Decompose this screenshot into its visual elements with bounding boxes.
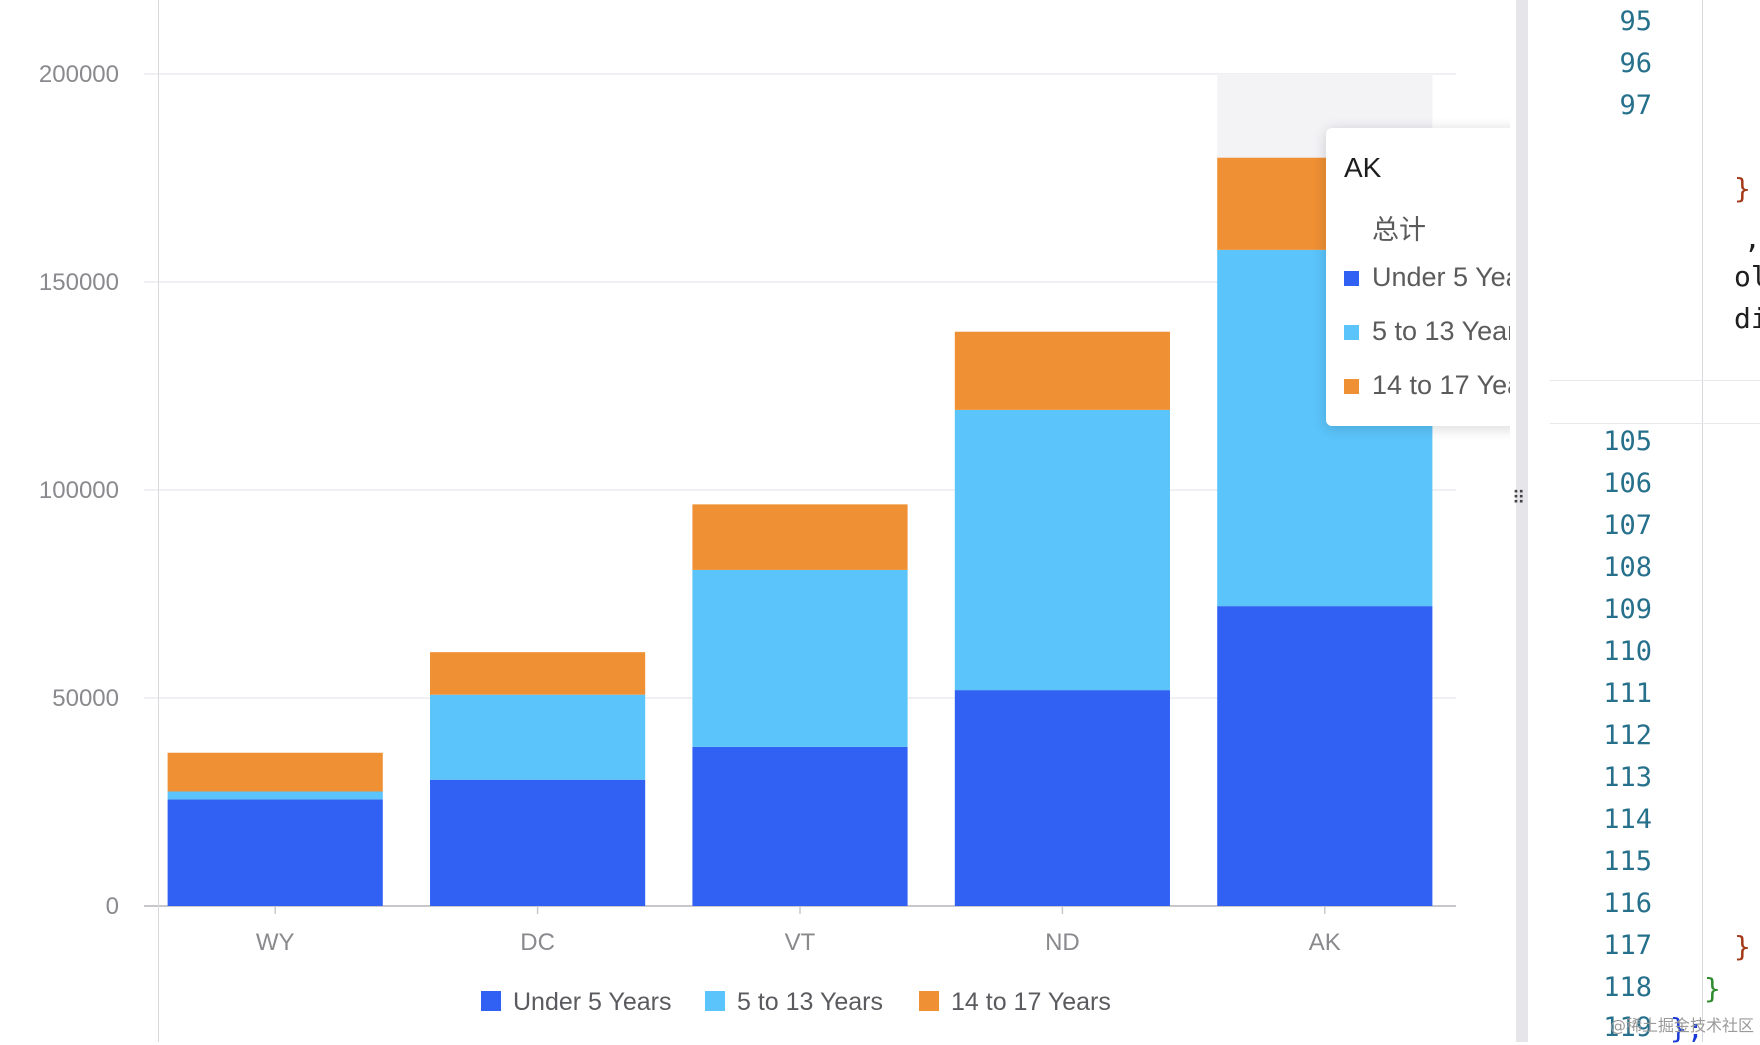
line-number: 106: [1603, 468, 1652, 499]
y-tick-label: 150000: [39, 269, 119, 296]
legend-swatch: [481, 991, 501, 1011]
x-tick-label: VT: [785, 929, 816, 956]
line-number: 108: [1603, 552, 1652, 583]
legend-swatch: [705, 991, 725, 1011]
bar-segment: [692, 569, 908, 747]
bar-segment: [430, 652, 646, 695]
line-number: 109: [1603, 594, 1652, 625]
panel-divider[interactable]: [1516, 0, 1528, 1042]
x-tick-label: WY: [256, 929, 295, 956]
line-number: 107: [1603, 510, 1652, 541]
tooltip-series-name: 5 to 13 Years: [1372, 316, 1530, 346]
code-brace: }: [1734, 930, 1751, 963]
bar-segment: [692, 504, 908, 570]
code-fragment: ol: [1734, 260, 1760, 293]
legend-label: Under 5 Years: [513, 988, 671, 1016]
line-number: 97: [1619, 90, 1652, 121]
line-number: 105: [1603, 426, 1652, 457]
code-editor-panel: ⠿ 95 96 97 105 106 107 108 109 110 111 1…: [158, 0, 1760, 1045]
code-brace: };: [1670, 1012, 1704, 1045]
bar-segment: [430, 694, 646, 780]
x-tick-label: ND: [1045, 929, 1080, 956]
tooltip-swatch: [1344, 325, 1359, 340]
legend-label: 5 to 13 Years: [737, 988, 883, 1016]
code-fragment: ,: [1744, 222, 1760, 255]
bar-segment: [167, 752, 383, 792]
legend-label: 14 to 17 Years: [951, 988, 1111, 1016]
line-number: 118: [1603, 972, 1652, 1003]
x-tick-label: DC: [520, 929, 555, 956]
line-number: 115: [1603, 846, 1652, 877]
line-number: 95: [1619, 6, 1652, 37]
current-line-highlight: [1550, 380, 1760, 424]
legend-swatch: [919, 991, 939, 1011]
code-fragment: di: [1734, 302, 1760, 335]
line-number: 114: [1603, 804, 1652, 835]
tooltip-swatch: [1344, 379, 1359, 394]
line-number: 96: [1619, 48, 1652, 79]
y-tick-label: 50000: [52, 685, 119, 712]
x-tick-label: AK: [1309, 929, 1341, 956]
bar-segment: [167, 791, 383, 800]
line-number: 116: [1603, 888, 1652, 919]
line-number: 117: [1603, 930, 1652, 961]
line-number: 119: [1603, 1012, 1652, 1043]
drag-handle-icon[interactable]: ⠿: [1512, 488, 1525, 509]
line-number: 110: [1603, 636, 1652, 667]
indent-guide: [158, 0, 159, 1042]
y-tick-label: 200000: [39, 61, 119, 88]
y-tick-label: 0: [106, 893, 119, 920]
watermark: @稀土掘金技术社区: [1609, 1016, 1754, 1035]
bar-segment: [692, 746, 908, 906]
bar-segment: [954, 331, 1170, 410]
bar-segment: [954, 409, 1170, 691]
bar-segment: [954, 690, 1170, 906]
bar-segment: [430, 779, 646, 906]
bar-segment: [1217, 606, 1433, 906]
line-number: 113: [1603, 762, 1652, 793]
chart-canvas: 0 50000 100000 150000 200000 WY DC VT ND AK Under …: [39, 61, 1456, 1016]
code-brace: }: [1704, 972, 1721, 1005]
bar-segment: [167, 799, 383, 906]
line-number: 112: [1603, 720, 1652, 751]
stacked-bar-chart: 0 50000 100000 150000 200000 WY DC VT ND AK Under …: [39, 61, 1456, 1016]
tooltip-title: AK: [1344, 152, 1382, 183]
code-brace: }: [1734, 172, 1751, 205]
indent-guide: [1702, 0, 1703, 1042]
line-number: 111: [1603, 678, 1652, 709]
tooltip-swatch: [1344, 271, 1359, 286]
y-tick-label: 100000: [39, 477, 119, 504]
tooltip-total-label: 总计: [1372, 215, 1426, 245]
